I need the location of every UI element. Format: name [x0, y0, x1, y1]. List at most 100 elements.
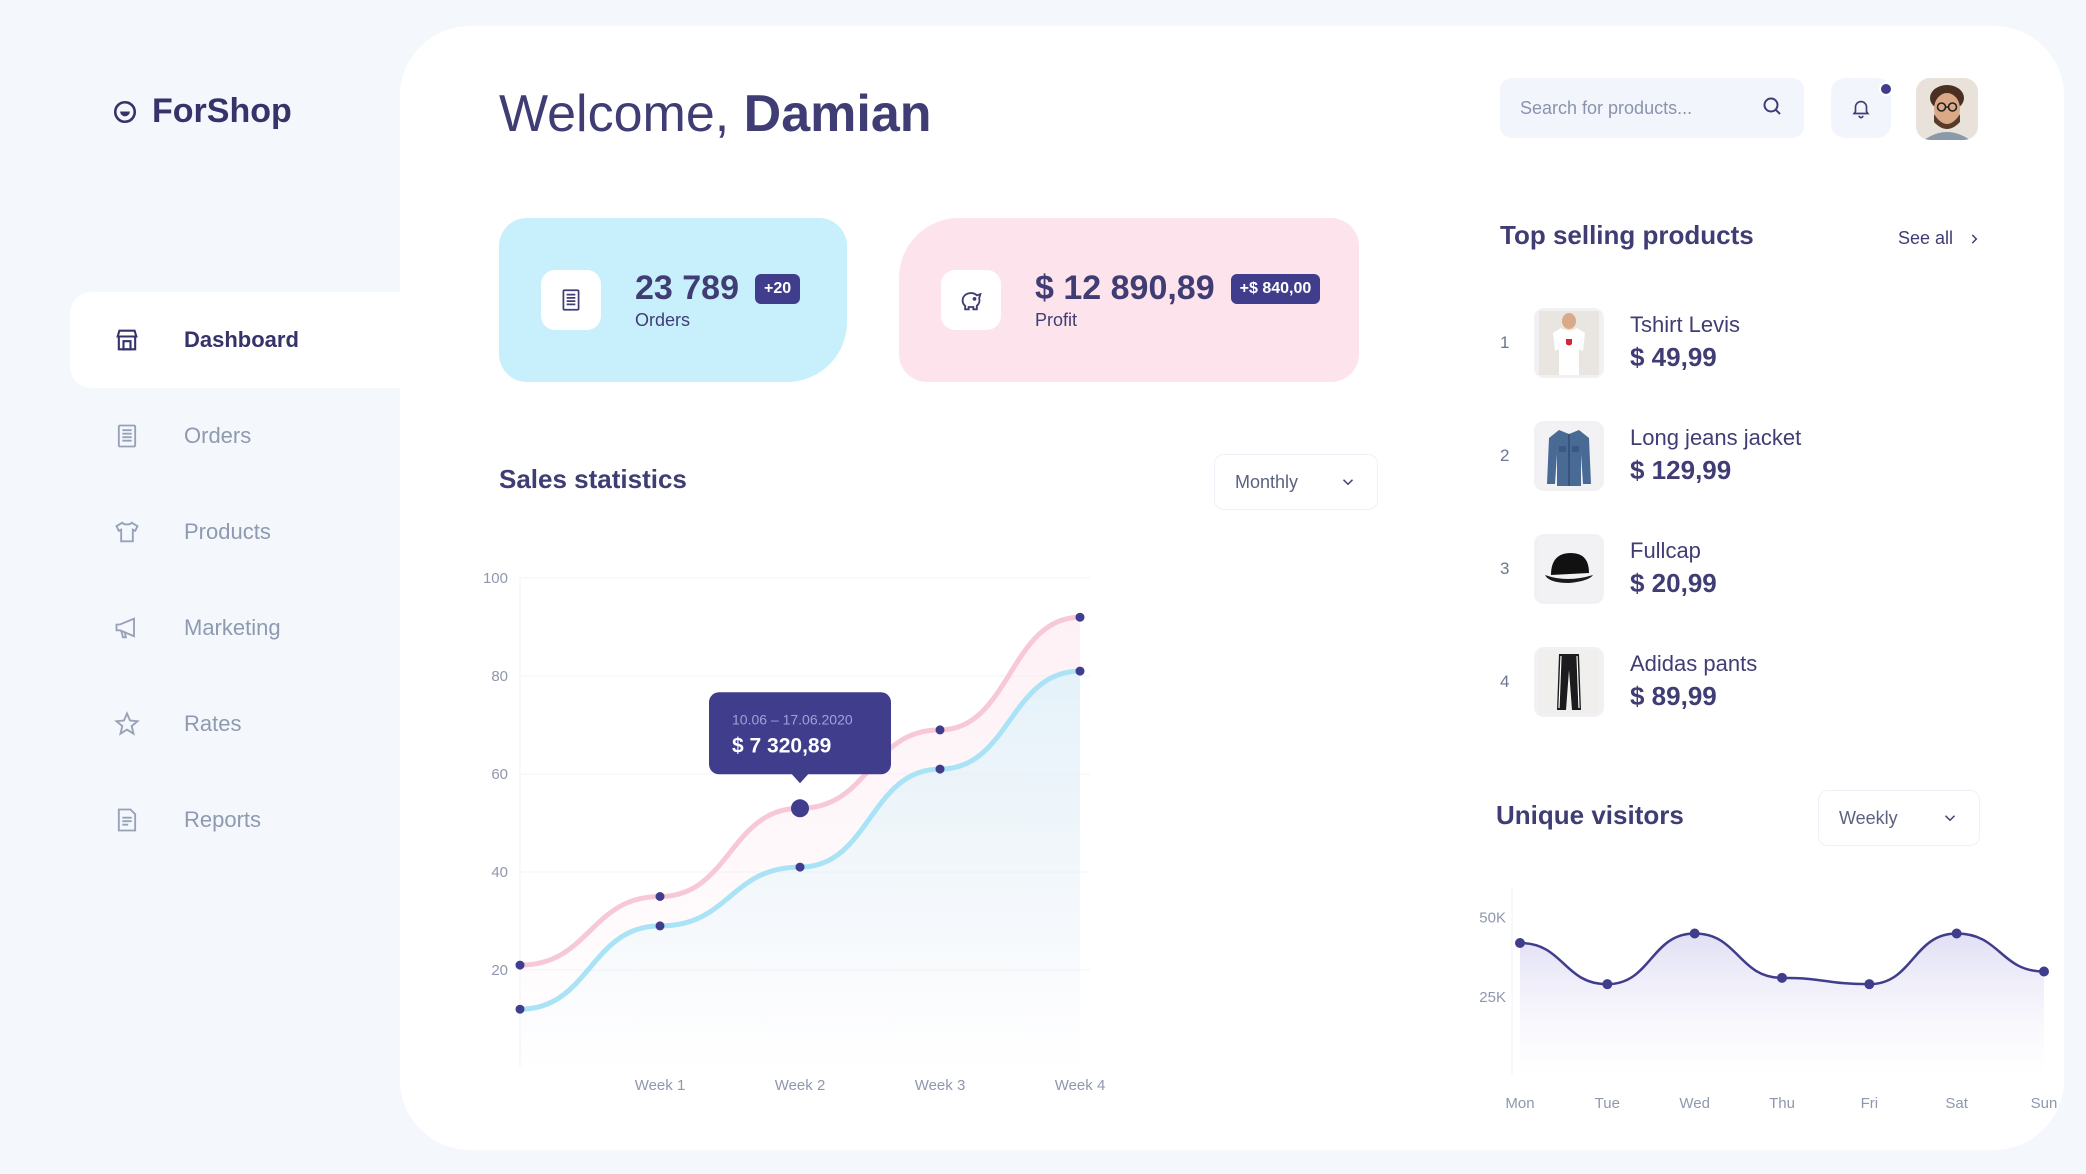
- unique-visitors-title: Unique visitors: [1496, 800, 1684, 830]
- product-name: Adidas pants: [1630, 651, 1758, 676]
- piggy-bank-icon: [941, 270, 1001, 330]
- logo-icon: [113, 100, 137, 123]
- sidebar-item-rates[interactable]: Rates: [70, 676, 400, 772]
- profit-badge: +$ 840,00: [1230, 273, 1321, 304]
- app-name: ForShop: [152, 92, 292, 130]
- chevron-down-icon: [1944, 815, 1956, 822]
- sales-statistics-title: Sales statistics: [499, 464, 687, 494]
- list-item[interactable]: 4 Adidas pants $ 89,99: [1500, 625, 1980, 738]
- data-point[interactable]: [1515, 938, 1525, 948]
- logo[interactable]: ForShop: [112, 92, 292, 131]
- x-tick-label: Week 3: [915, 1077, 966, 1094]
- visitors-period-dropdown[interactable]: Weekly: [1818, 790, 1980, 846]
- data-point[interactable]: [1075, 666, 1085, 676]
- sidebar-item-label: Orders: [184, 423, 252, 448]
- see-all-link[interactable]: See all: [1898, 228, 1981, 249]
- data-point[interactable]: [1864, 979, 1875, 990]
- notification-dot: [1879, 82, 1893, 96]
- x-tick-label: Mon: [1505, 1095, 1534, 1112]
- sidebar-item-products[interactable]: Products: [70, 484, 400, 580]
- x-tick-label: Wed: [1679, 1095, 1710, 1112]
- product-rank: 1: [1500, 332, 1510, 352]
- chart-tooltip: 10.06 – 17.06.2020 $ 7 320,89: [709, 692, 891, 784]
- y-tick-label: 60: [491, 766, 508, 783]
- y-tick-label: 20: [491, 962, 508, 979]
- profit-value: $ 12 890,89: [1035, 269, 1215, 307]
- sales-period-value: Monthly: [1235, 471, 1299, 492]
- avatar[interactable]: [1916, 78, 1978, 140]
- profit-card[interactable]: $ 12 890,89 +$ 840,00 Profit: [899, 218, 1359, 382]
- product-price: $ 89,99: [1630, 681, 1717, 711]
- tooltip-date: 10.06 – 17.06.2020: [732, 711, 853, 727]
- search-box: [1500, 78, 1804, 138]
- x-tick-label: Week 2: [775, 1077, 826, 1094]
- product-name: Long jeans jacket: [1630, 425, 1802, 450]
- data-point[interactable]: [1777, 972, 1787, 983]
- sidebar-item-reports[interactable]: Reports: [70, 772, 400, 868]
- sidebar-nav: Dashboard Orders Products Marketing Rate…: [70, 292, 402, 868]
- data-point[interactable]: [655, 892, 665, 901]
- sidebar-item-orders[interactable]: Orders: [70, 388, 400, 484]
- search-input[interactable]: [1520, 97, 1760, 119]
- sales-chart-svg: 20 40 60 80 100 Week 1 Week 2 Week 3 Week 4 10.06…: [483, 570, 1105, 1094]
- data-point[interactable]: [935, 725, 945, 735]
- main-panel: Welcome, Damian 23 789: [400, 26, 2064, 1150]
- data-point[interactable]: [795, 862, 805, 872]
- orders-label: Orders: [635, 310, 691, 330]
- x-tick-label: Tue: [1595, 1095, 1620, 1112]
- x-tick-label: Sun: [2031, 1095, 2058, 1112]
- product-price: $ 20,99: [1630, 568, 1717, 598]
- chevron-right-icon: [1971, 233, 1978, 244]
- top-selling-title: Top selling products: [1500, 220, 1754, 250]
- list-item[interactable]: 3 Fullcap $ 20,99: [1500, 512, 1980, 625]
- data-point[interactable]: [515, 960, 525, 970]
- sales-chart: 20 40 60 80 100 Week 1 Week 2 Week 3 Week 4 10.06…: [480, 536, 1120, 1106]
- data-point[interactable]: [2039, 966, 2049, 977]
- data-point[interactable]: [1951, 928, 1962, 939]
- orders-card[interactable]: 23 789 +20 Orders: [499, 218, 847, 382]
- megaphone-icon: [110, 611, 144, 645]
- profit-label: Profit: [1035, 310, 1078, 330]
- y-tick-label: 80: [491, 668, 508, 685]
- x-tick-label: Sat: [1945, 1095, 1968, 1112]
- sidebar: ForShop Dashboard Orders Products Market…: [0, 0, 402, 1174]
- y-tick-label: 40: [491, 864, 508, 881]
- receipt-icon: [541, 270, 601, 330]
- sidebar-item-label: Products: [184, 519, 271, 544]
- list-item[interactable]: 2 Long jeans jacket $ 129,99: [1500, 399, 1980, 512]
- avatar-image: [1916, 78, 1978, 140]
- x-tick-label: Week 1: [635, 1077, 686, 1094]
- search-icon[interactable]: [1760, 94, 1784, 123]
- data-point[interactable]: [655, 921, 665, 931]
- product-thumbnail-pants: [1534, 646, 1604, 717]
- data-point[interactable]: [935, 764, 945, 774]
- sidebar-item-label: Dashboard: [184, 327, 299, 352]
- data-point[interactable]: [1689, 928, 1700, 939]
- series-area: [1520, 933, 2044, 1076]
- sales-period-dropdown[interactable]: Monthly: [1214, 454, 1378, 510]
- data-point[interactable]: [1602, 979, 1613, 990]
- sidebar-item-label: Rates: [184, 711, 242, 736]
- notifications-button[interactable]: [1831, 78, 1893, 138]
- product-price: $ 129,99: [1630, 455, 1732, 485]
- tooltip-value: $ 7 320,89: [732, 734, 831, 757]
- product-thumbnail-jacket: [1534, 420, 1604, 491]
- y-tick-label: 50K: [1479, 910, 1506, 927]
- report-icon: [110, 803, 144, 837]
- list-item[interactable]: 1 Tshirt Levis $ 49,99: [1500, 286, 1980, 399]
- sidebar-item-dashboard[interactable]: Dashboard: [70, 292, 402, 388]
- product-rank: 3: [1500, 558, 1510, 578]
- product-thumbnail-cap: [1534, 533, 1604, 604]
- visitors-chart: 25K 50K Mon Tue Wed Thu Fri Sat Sun: [1460, 866, 2060, 1116]
- visitors-period-value: Weekly: [1839, 807, 1898, 828]
- see-all-label: See all: [1898, 228, 1954, 248]
- sidebar-item-marketing[interactable]: Marketing: [70, 580, 400, 676]
- data-point[interactable]: [1075, 612, 1085, 622]
- product-name: Fullcap: [1630, 538, 1701, 563]
- top-selling-list: 1 Tshirt Levis $ 49,99 2 Long jeans jack…: [1500, 286, 1980, 738]
- tshirt-icon: [110, 515, 144, 549]
- data-point[interactable]: [515, 1004, 525, 1014]
- highlighted-data-point[interactable]: [791, 799, 809, 818]
- receipt-icon: [110, 419, 144, 453]
- sidebar-item-label: Reports: [184, 807, 262, 832]
